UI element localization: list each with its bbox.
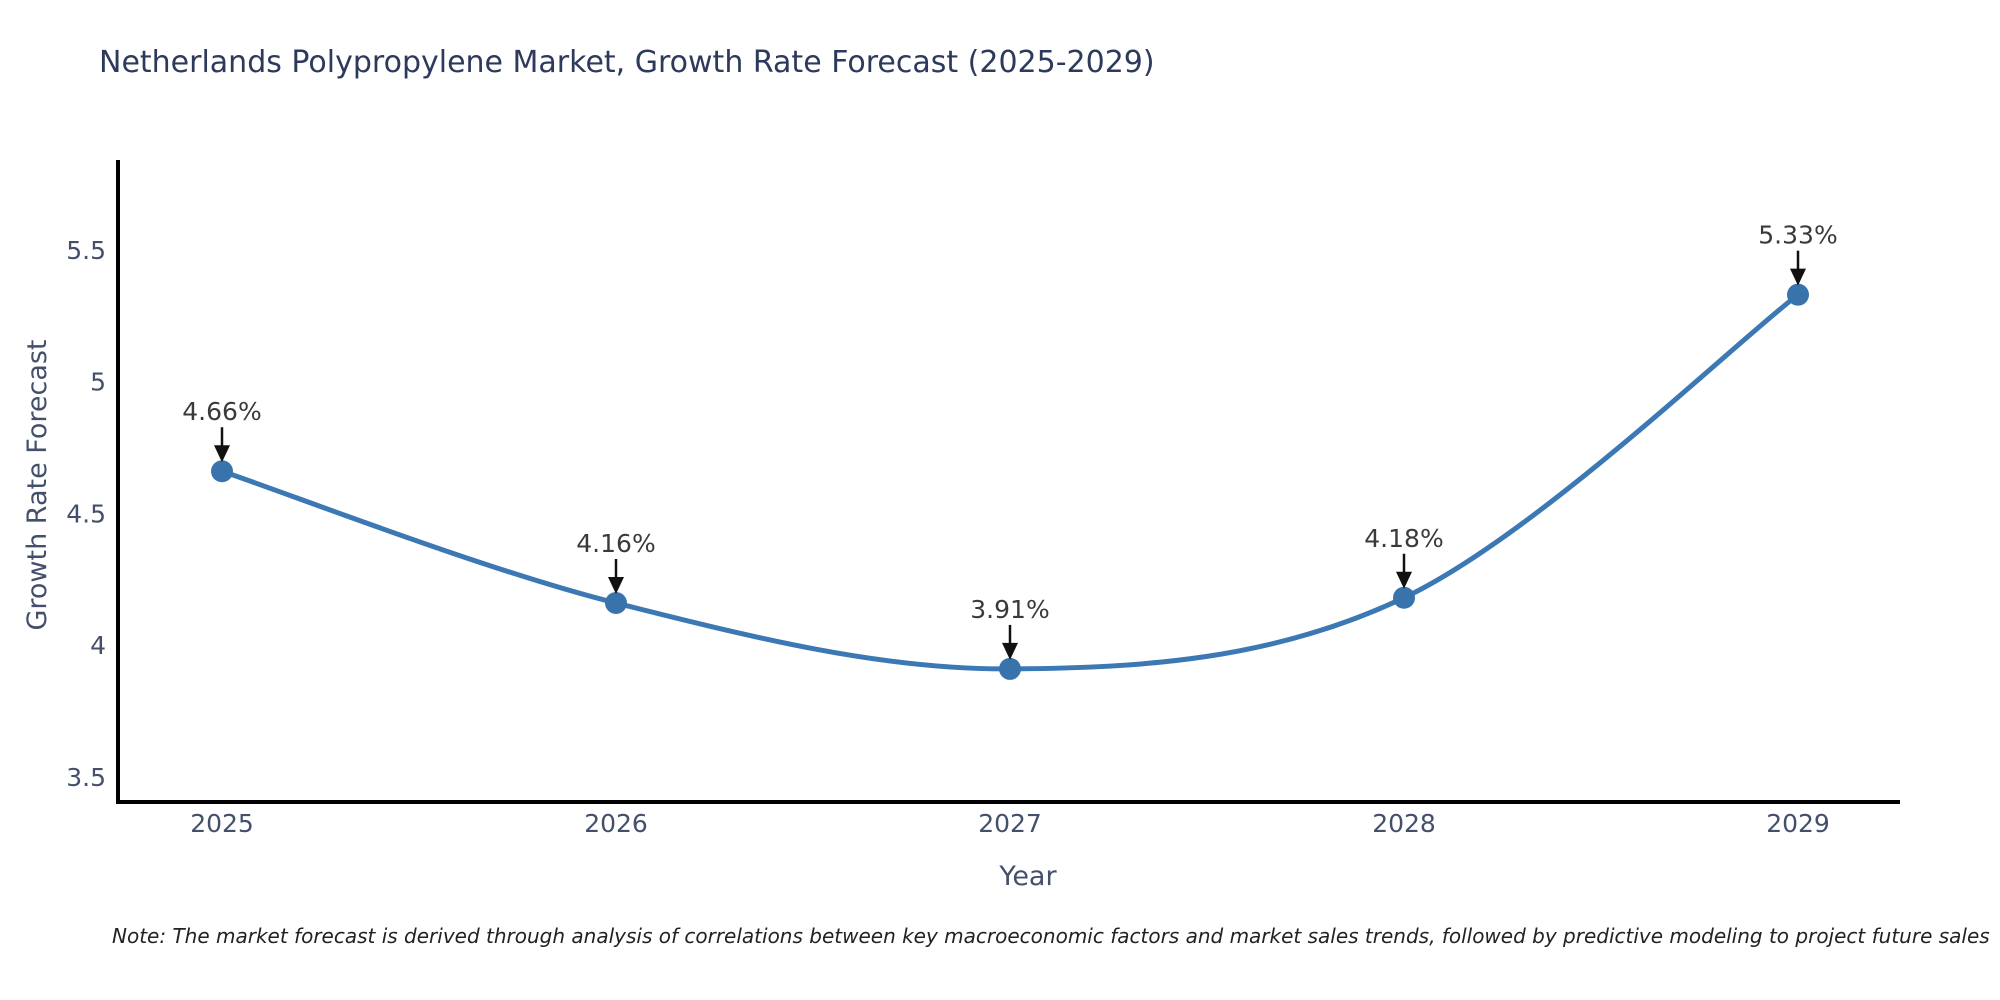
data-point-marker-2028 [1393,586,1415,609]
y-tick-label-5.5: 5.5 [66,236,106,265]
data-point-marker-2029 [1787,283,1809,306]
annotation-arrowhead-icon-2025 [214,445,230,463]
x-tick-label-2028: 2028 [1372,809,1436,838]
y-tick-label-4: 4 [90,631,106,660]
chart-title: Netherlands Polypropylene Market, Growth… [99,45,1155,80]
data-point-marker-2025 [211,460,233,483]
chart-footnote: Note: The market forecast is derived thr… [112,924,1990,948]
annotation-arrowhead-icon-2026 [608,577,624,595]
x-tick-label-2029: 2029 [1766,809,1830,838]
y-tick-label-4.5: 4.5 [66,499,106,528]
annotation-arrowhead-icon-2029 [1790,268,1806,286]
y-tick-label-3.5: 3.5 [66,763,106,792]
annotation-label-2028: 4.18% [1364,524,1443,553]
data-point-marker-2026 [605,592,627,615]
y-axis-title: Growth Rate Forecast [22,339,53,630]
annotation-arrowhead-icon-2027 [1002,642,1018,660]
x-tick-label-2027: 2027 [978,809,1042,838]
annotation-label-2027: 3.91% [970,595,1049,624]
y-tick-label-5: 5 [90,368,106,397]
x-axis-title: Year [998,861,1057,892]
annotation-label-2029: 5.33% [1758,221,1837,250]
x-tick-label-2025: 2025 [190,809,254,838]
x-tick-label-2026: 2026 [584,809,648,838]
data-point-marker-2027 [999,657,1021,680]
annotation-label-2025: 4.66% [182,397,261,426]
annotation-label-2026: 4.16% [576,529,655,558]
annotation-arrowhead-icon-2028 [1396,571,1412,589]
